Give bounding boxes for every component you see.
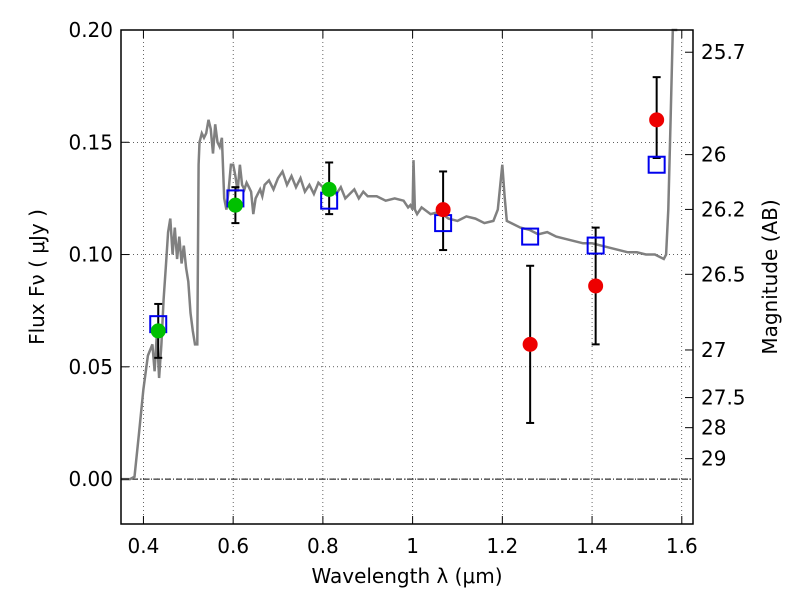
magnitude-tick-label: 26.2 bbox=[701, 197, 746, 221]
magnitude-tick-label: 29 bbox=[701, 447, 726, 471]
y-tick-label: 0.00 bbox=[68, 467, 113, 491]
x-tick-label: 0.8 bbox=[307, 534, 339, 558]
observed-points bbox=[150, 112, 665, 352]
y2-axis-title: Magnitude (AB) bbox=[758, 199, 782, 354]
x-axis-title: Wavelength λ (μm) bbox=[311, 564, 502, 588]
observed-point-red bbox=[522, 336, 538, 352]
observed-point-red bbox=[588, 278, 604, 294]
model-photometry-box bbox=[647, 155, 666, 174]
observed-point-green bbox=[321, 181, 337, 197]
observed-point-green bbox=[227, 197, 243, 213]
magnitude-tick-label: 27.5 bbox=[701, 386, 746, 410]
observed-point-red bbox=[649, 112, 665, 128]
model-spectrum-line bbox=[121, 28, 678, 481]
y-axis-title: Flux Fν ( μJy ) bbox=[25, 209, 49, 345]
model-photometry-box bbox=[521, 227, 540, 246]
y-tick-label: 0.05 bbox=[68, 355, 113, 379]
magnitude-tick-label: 27 bbox=[701, 338, 726, 362]
x-tick-label: 1.4 bbox=[576, 534, 608, 558]
model-photometry-box bbox=[586, 236, 605, 255]
y-tick-label: 0.20 bbox=[68, 18, 113, 42]
magnitude-tick-label: 25.7 bbox=[701, 40, 746, 64]
x-tick-label: 0.6 bbox=[217, 534, 249, 558]
y-tick-label: 0.15 bbox=[68, 130, 113, 154]
observed-point-green bbox=[150, 323, 166, 339]
observed-point-red bbox=[435, 202, 451, 218]
x-tick-label: 1.2 bbox=[486, 534, 518, 558]
x-tick-label: 1 bbox=[406, 534, 419, 558]
plot-frame bbox=[120, 29, 694, 525]
magnitude-tick-label: 28 bbox=[701, 416, 726, 440]
y-tick-label: 0.10 bbox=[68, 243, 113, 267]
magnitude-tick-label: 26.5 bbox=[701, 262, 746, 286]
magnitude-tick-label: 26 bbox=[701, 143, 726, 167]
x-tick-label: 0.4 bbox=[128, 534, 160, 558]
plot-background bbox=[121, 30, 693, 524]
x-tick-label: 1.6 bbox=[666, 534, 698, 558]
model-photometry-boxes bbox=[149, 155, 666, 334]
tick-labels: 0.4 0.6 0.8 1 1.2 1.4 1.6 0.00 0.05 0.10 0.15 0.20 2… bbox=[68, 18, 745, 558]
